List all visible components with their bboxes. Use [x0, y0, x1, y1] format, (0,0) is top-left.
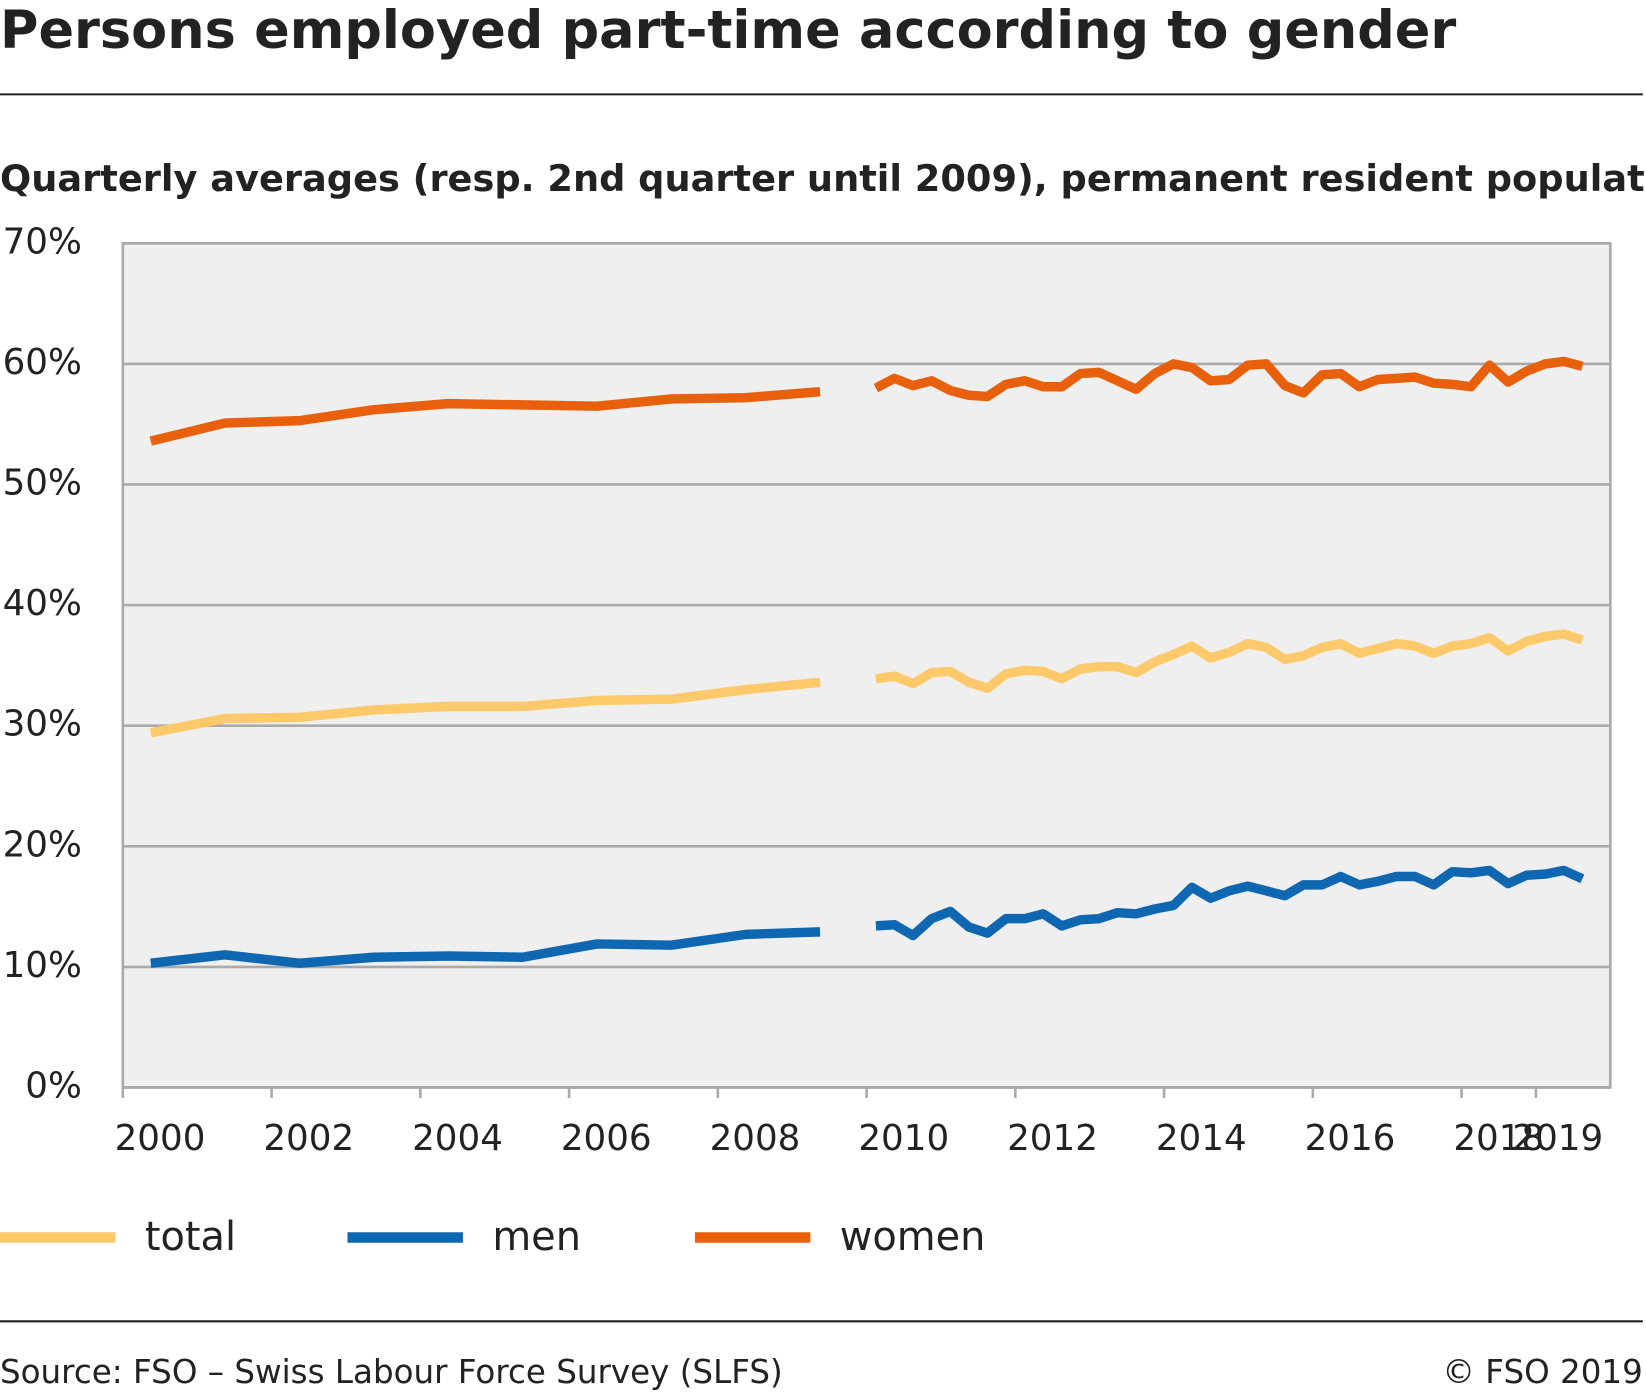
x-tick-label: 2019 [1512, 1118, 1603, 1159]
x-tick-label: 2016 [1305, 1118, 1396, 1159]
x-tick-label: 2008 [710, 1118, 801, 1159]
y-tick-label: 20% [3, 824, 82, 865]
series-line [149, 629, 1584, 738]
chart-title: Persons employed part-time according to … [0, 0, 1456, 61]
x-tick-label: 2006 [561, 1118, 652, 1159]
y-tick-label: 50% [3, 463, 82, 504]
x-tick-label: 2002 [263, 1118, 354, 1159]
chart-subtitle: Quarterly averages (resp. 2nd quarter un… [0, 157, 1646, 200]
legend-label: total [145, 1214, 236, 1260]
x-tick-label: 2000 [115, 1118, 206, 1159]
y-tick-label: 30% [3, 704, 82, 745]
y-tick-label: 60% [3, 342, 82, 383]
legend-label: men [492, 1214, 581, 1260]
x-tick-label: 2010 [858, 1118, 949, 1159]
x-tick-label: 2004 [412, 1118, 503, 1159]
y-tick-label: 40% [3, 583, 82, 624]
y-tick-label: 10% [3, 945, 82, 986]
x-tick-label: 2014 [1156, 1118, 1247, 1159]
y-tick-label: 0% [25, 1066, 82, 1107]
legend-label: women [840, 1214, 986, 1260]
y-tick-label: 70% [3, 221, 82, 262]
plot-frame [121, 241, 1612, 1089]
series-line [150, 865, 1585, 968]
x-tick-label: 2018 [1453, 1118, 1544, 1159]
source: Source: FSO – Swiss Labour Force Survey … [0, 1353, 783, 1391]
x-tick-label: 2012 [1007, 1118, 1098, 1159]
copyright: © FSO 2019 [1442, 1353, 1642, 1391]
series-line [149, 356, 1584, 446]
